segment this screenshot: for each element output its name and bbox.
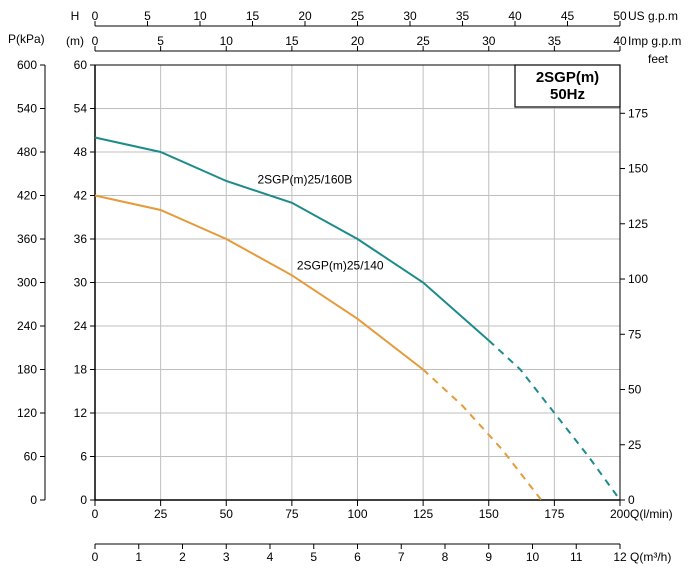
ytick-m: 12 — [74, 406, 88, 420]
xtick-usgpm: 45 — [561, 9, 575, 23]
xtick-usgpm: 30 — [403, 9, 417, 23]
xtick-lmin: 25 — [154, 507, 168, 521]
xtick-m3h: 7 — [398, 550, 405, 564]
chart-svg: 0255075100125150175200Q(l/min)0123456789… — [0, 0, 700, 584]
ytick-kpa: 180 — [17, 363, 37, 377]
xtick-lmin: 200 — [610, 507, 630, 521]
xtick-usgpm: 40 — [508, 9, 522, 23]
x-label-impgpm: Imp g.p.m — [628, 34, 681, 48]
y-label-m: (m) — [66, 34, 84, 48]
y-label-H: H — [71, 9, 80, 23]
xtick-impgpm: 20 — [351, 34, 365, 48]
xtick-usgpm: 15 — [246, 9, 260, 23]
xtick-usgpm: 10 — [193, 9, 207, 23]
curve-140-label: 2SGP(m)25/140 — [297, 258, 384, 272]
ytick-kpa: 540 — [17, 102, 37, 116]
y-label-kpa: P(kPa) — [8, 32, 45, 46]
ytick-m: 36 — [74, 232, 88, 246]
xtick-m3h: 5 — [310, 550, 317, 564]
xtick-m3h: 0 — [92, 550, 99, 564]
xtick-m3h: 1 — [135, 550, 142, 564]
ytick-kpa: 600 — [17, 58, 37, 72]
xtick-usgpm: 20 — [298, 9, 312, 23]
xtick-impgpm: 40 — [613, 34, 627, 48]
ytick-m: 48 — [74, 145, 88, 159]
x-label-lmin: Q(l/min) — [630, 507, 673, 521]
ytick-feet: 100 — [628, 272, 648, 286]
y-label-feet: feet — [648, 52, 669, 66]
xtick-impgpm: 10 — [220, 34, 234, 48]
xtick-impgpm: 25 — [416, 34, 430, 48]
ytick-m: 24 — [74, 319, 88, 333]
xtick-usgpm: 5 — [144, 9, 151, 23]
ytick-kpa: 480 — [17, 145, 37, 159]
ytick-feet: 75 — [628, 327, 642, 341]
xtick-lmin: 175 — [544, 507, 564, 521]
ytick-feet: 50 — [628, 383, 642, 397]
ytick-kpa: 60 — [24, 450, 38, 464]
xtick-lmin: 100 — [347, 507, 367, 521]
chart-container: 0255075100125150175200Q(l/min)0123456789… — [0, 0, 700, 584]
xtick-impgpm: 35 — [548, 34, 562, 48]
xtick-m3h: 6 — [354, 550, 361, 564]
xtick-impgpm: 5 — [157, 34, 164, 48]
xtick-m3h: 12 — [613, 550, 627, 564]
x-label-usgpm: US g.p.m — [628, 9, 678, 23]
xtick-m3h: 4 — [267, 550, 274, 564]
title-line1: 2SGP(m) — [536, 69, 599, 86]
xtick-usgpm: 50 — [613, 9, 627, 23]
ytick-feet: 150 — [628, 162, 648, 176]
ytick-kpa: 120 — [17, 406, 37, 420]
ytick-m: 54 — [74, 102, 88, 116]
ytick-m: 42 — [74, 189, 88, 203]
ytick-feet: 25 — [628, 438, 642, 452]
xtick-m3h: 9 — [485, 550, 492, 564]
xtick-usgpm: 35 — [456, 9, 470, 23]
xtick-usgpm: 0 — [92, 9, 99, 23]
xtick-impgpm: 30 — [482, 34, 496, 48]
xtick-lmin: 50 — [220, 507, 234, 521]
ytick-m: 0 — [80, 493, 87, 507]
ytick-kpa: 420 — [17, 189, 37, 203]
xtick-m3h: 8 — [442, 550, 449, 564]
ytick-kpa: 360 — [17, 232, 37, 246]
ytick-m: 30 — [74, 276, 88, 290]
xtick-lmin: 75 — [285, 507, 299, 521]
xtick-m3h: 3 — [223, 550, 230, 564]
xtick-m3h: 11 — [570, 550, 583, 564]
xtick-lmin: 0 — [92, 507, 99, 521]
xtick-impgpm: 15 — [285, 34, 299, 48]
xtick-lmin: 125 — [413, 507, 433, 521]
xtick-impgpm: 0 — [92, 34, 99, 48]
ytick-kpa: 0 — [30, 493, 37, 507]
ytick-m: 6 — [80, 450, 87, 464]
title-line2: 50Hz — [550, 86, 585, 103]
xtick-m3h: 10 — [526, 550, 540, 564]
ytick-feet: 0 — [628, 493, 635, 507]
ytick-m: 60 — [74, 58, 88, 72]
ytick-kpa: 300 — [17, 276, 37, 290]
ytick-m: 18 — [74, 363, 88, 377]
xtick-lmin: 150 — [479, 507, 499, 521]
x-label-m3h: Q(m³/h) — [630, 550, 671, 564]
ytick-feet: 125 — [628, 217, 648, 231]
ytick-kpa: 240 — [17, 319, 37, 333]
xtick-m3h: 2 — [179, 550, 186, 564]
xtick-usgpm: 25 — [351, 9, 365, 23]
curve-160b-label: 2SGP(m)25/160B — [258, 173, 353, 187]
ytick-feet: 175 — [628, 106, 648, 120]
